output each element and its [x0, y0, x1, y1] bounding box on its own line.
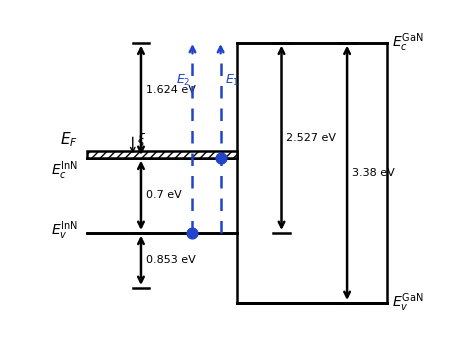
- Point: [189, 230, 196, 236]
- Text: 3.38 eV: 3.38 eV: [352, 168, 394, 178]
- Text: 2.527 eV: 2.527 eV: [286, 133, 336, 143]
- Text: 0.853 eV: 0.853 eV: [146, 255, 195, 265]
- Text: $E_F$: $E_F$: [60, 131, 78, 149]
- Text: $E_c^{\rm InN}$: $E_c^{\rm InN}$: [51, 159, 78, 182]
- Point: [217, 155, 224, 161]
- Text: 1.624 eV: 1.624 eV: [146, 85, 196, 95]
- Text: $\xi$: $\xi$: [137, 131, 146, 148]
- Text: $E_1$: $E_1$: [225, 73, 240, 88]
- Text: $E_2$: $E_2$: [176, 73, 190, 88]
- Text: $E_v^{\rm GaN}$: $E_v^{\rm GaN}$: [392, 292, 423, 314]
- Text: $E_v^{\rm InN}$: $E_v^{\rm InN}$: [51, 220, 78, 242]
- Text: 0.7 eV: 0.7 eV: [146, 190, 182, 200]
- Bar: [87, 151, 237, 158]
- Text: $E_c^{\rm GaN}$: $E_c^{\rm GaN}$: [392, 32, 423, 54]
